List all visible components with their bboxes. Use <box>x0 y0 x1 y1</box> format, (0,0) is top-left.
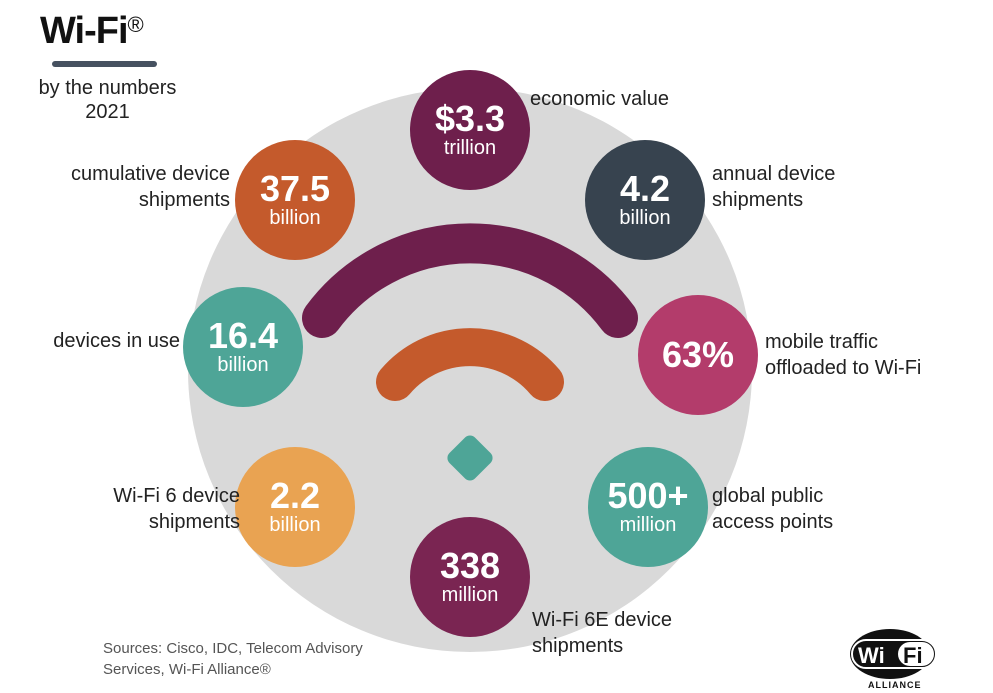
stat-annual-shipments: 4.2 billion <box>585 140 705 260</box>
subtitle: by the numbers 2021 <box>38 77 177 123</box>
wifi-inner-arc <box>376 328 564 401</box>
svg-text:ALLIANCE: ALLIANCE <box>868 680 922 690</box>
stat-cumulative-shipments: 37.5 billion <box>235 140 355 260</box>
wifi-outer-arc <box>302 223 638 338</box>
sources-note: Sources: Cisco, IDC, Telecom Advisory Se… <box>103 640 363 678</box>
stat-public-access-points: 500+ million <box>588 447 708 567</box>
label-wifi6-shipments: Wi-Fi 6 device shipments <box>113 485 240 533</box>
stat-devices-in-use: 16.4 billion <box>183 287 303 407</box>
svg-text:Wi: Wi <box>858 643 885 668</box>
label-wifi6e-shipments: Wi-Fi 6E device shipments <box>532 609 673 657</box>
wifi-dot <box>447 435 493 481</box>
stat-wifi6e-shipments: 338 million <box>410 517 530 637</box>
stat-economic-value: $3.3 trillion <box>410 70 530 190</box>
svg-text:Fi: Fi <box>903 643 923 668</box>
label-mobile-offload: mobile traffic offloaded to Wi-Fi <box>765 331 922 379</box>
label-annual-shipments: annual device shipments <box>712 163 836 211</box>
wifi-alliance-logo: Wi Fi ALLIANCE <box>850 629 937 690</box>
stat-mobile-offload: 63% <box>638 295 758 415</box>
label-cumulative-shipments: cumulative device shipments <box>71 163 230 211</box>
stat-wifi6-shipments: 2.2 billion <box>235 447 355 567</box>
title-underline <box>52 61 157 67</box>
label-public-access-points: global public access points <box>712 485 834 533</box>
label-economic-value: economic value <box>530 88 669 110</box>
label-devices-in-use: devices in use <box>53 330 180 352</box>
page-title: Wi-Fi® <box>40 10 144 52</box>
